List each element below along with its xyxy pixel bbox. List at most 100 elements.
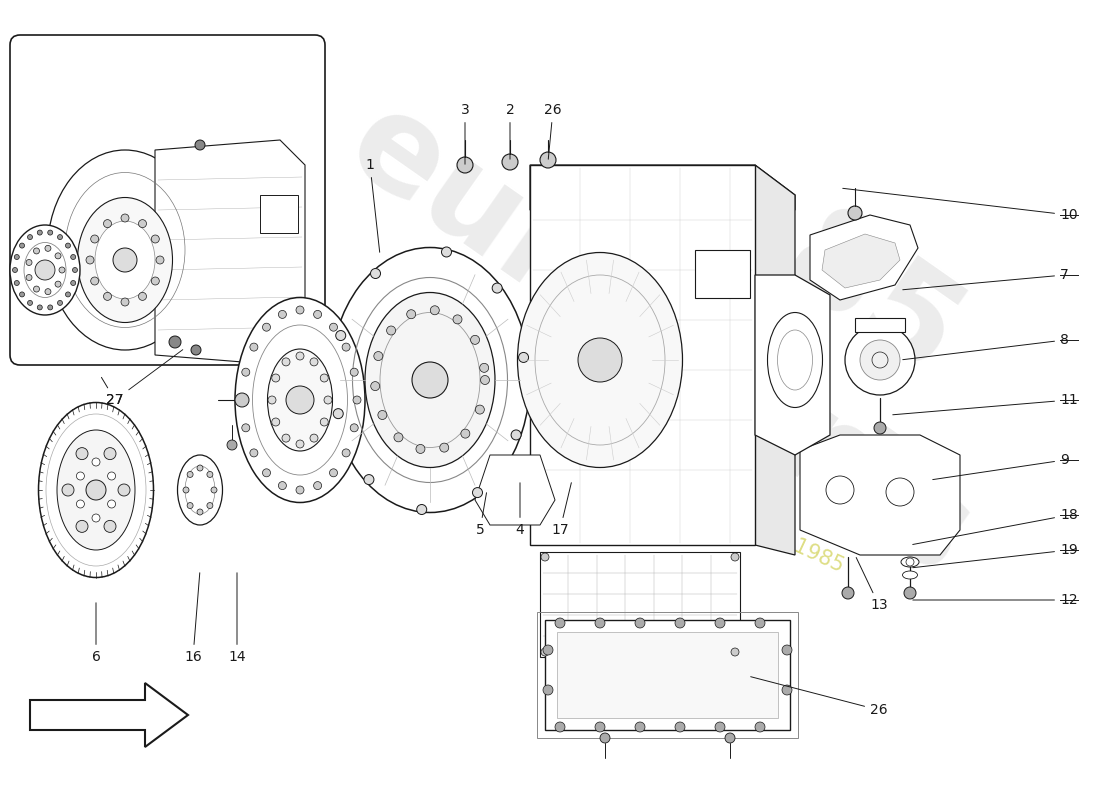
Circle shape: [371, 269, 381, 278]
Circle shape: [635, 618, 645, 628]
Circle shape: [330, 323, 338, 331]
Circle shape: [33, 248, 40, 254]
Text: 10: 10: [843, 188, 1078, 222]
Circle shape: [540, 152, 556, 168]
Circle shape: [45, 289, 51, 294]
Circle shape: [755, 618, 764, 628]
Circle shape: [70, 281, 76, 286]
Circle shape: [113, 248, 138, 272]
Polygon shape: [544, 620, 790, 730]
Polygon shape: [755, 165, 795, 555]
Circle shape: [456, 157, 473, 173]
Circle shape: [90, 235, 99, 243]
Ellipse shape: [177, 455, 222, 525]
Ellipse shape: [267, 349, 332, 451]
Circle shape: [191, 345, 201, 355]
Circle shape: [37, 230, 42, 235]
Ellipse shape: [902, 571, 917, 579]
Polygon shape: [530, 165, 795, 210]
Circle shape: [103, 220, 111, 228]
Text: 17: 17: [551, 482, 571, 537]
Ellipse shape: [77, 198, 173, 322]
Circle shape: [76, 520, 88, 532]
Polygon shape: [475, 455, 556, 525]
Circle shape: [541, 648, 549, 656]
Circle shape: [211, 487, 217, 493]
Text: 11: 11: [893, 393, 1078, 414]
Circle shape: [314, 482, 321, 490]
Circle shape: [118, 484, 130, 496]
Circle shape: [848, 206, 862, 220]
Circle shape: [320, 418, 328, 426]
Circle shape: [492, 283, 503, 293]
Text: 18: 18: [913, 508, 1078, 545]
Circle shape: [108, 472, 115, 480]
Text: 27: 27: [107, 350, 183, 407]
Text: 26: 26: [544, 103, 562, 159]
Text: 7: 7: [903, 268, 1069, 290]
Circle shape: [845, 325, 915, 395]
Text: 1: 1: [365, 158, 380, 252]
Circle shape: [342, 449, 350, 457]
Ellipse shape: [95, 221, 155, 299]
Circle shape: [139, 220, 146, 228]
Circle shape: [440, 443, 449, 452]
Circle shape: [242, 368, 250, 376]
Circle shape: [480, 363, 488, 372]
Circle shape: [502, 154, 518, 170]
Circle shape: [250, 343, 257, 351]
Polygon shape: [800, 435, 960, 555]
Circle shape: [715, 722, 725, 732]
Circle shape: [675, 618, 685, 628]
Circle shape: [278, 482, 286, 490]
Circle shape: [86, 256, 94, 264]
Circle shape: [104, 520, 116, 532]
Circle shape: [453, 315, 462, 324]
Circle shape: [755, 722, 764, 732]
Circle shape: [416, 445, 425, 454]
Circle shape: [860, 340, 900, 380]
Circle shape: [310, 434, 318, 442]
Circle shape: [197, 509, 204, 515]
Circle shape: [268, 396, 276, 404]
Circle shape: [543, 685, 553, 695]
Circle shape: [296, 486, 304, 494]
Circle shape: [732, 648, 739, 656]
Text: 26: 26: [750, 677, 888, 717]
Text: 16: 16: [184, 573, 202, 664]
Circle shape: [187, 502, 194, 509]
Circle shape: [578, 338, 621, 382]
Circle shape: [20, 292, 24, 297]
Circle shape: [76, 500, 85, 508]
Text: 14: 14: [228, 573, 245, 664]
Ellipse shape: [10, 225, 80, 315]
Circle shape: [314, 310, 321, 318]
Circle shape: [57, 301, 63, 306]
Circle shape: [543, 645, 553, 655]
Circle shape: [103, 292, 111, 300]
Circle shape: [152, 235, 160, 243]
Text: 2: 2: [506, 103, 515, 159]
Circle shape: [28, 234, 33, 239]
Circle shape: [121, 298, 129, 306]
Circle shape: [26, 274, 32, 281]
Circle shape: [394, 433, 403, 442]
Text: 85: 85: [758, 195, 981, 405]
Circle shape: [417, 505, 427, 514]
Circle shape: [541, 553, 549, 561]
Circle shape: [76, 448, 88, 460]
Circle shape: [272, 374, 279, 382]
Polygon shape: [530, 165, 755, 545]
Circle shape: [12, 267, 18, 273]
Circle shape: [556, 618, 565, 628]
Circle shape: [183, 487, 189, 493]
Bar: [695, 250, 750, 298]
Circle shape: [92, 514, 100, 522]
Ellipse shape: [517, 253, 682, 467]
Circle shape: [152, 277, 160, 285]
Circle shape: [282, 358, 290, 366]
Circle shape: [364, 474, 374, 485]
Text: 5: 5: [475, 493, 486, 537]
Circle shape: [242, 424, 250, 432]
Circle shape: [595, 722, 605, 732]
